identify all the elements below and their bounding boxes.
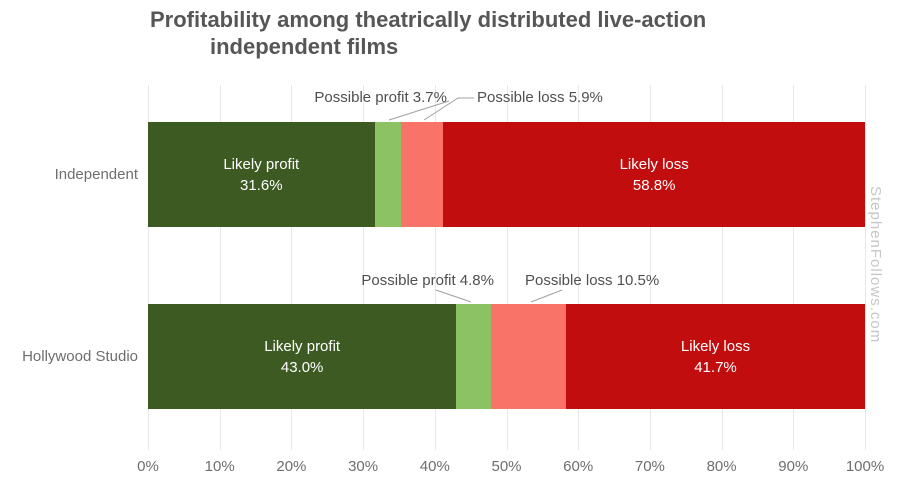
segment-label: Likely loss 41.7% [680, 337, 751, 376]
gridline [721, 85, 723, 450]
x-tick-label: 100% [845, 458, 885, 475]
callout-possible-loss: Possible loss 10.5% [525, 272, 660, 289]
bar-segment-possible-loss [401, 122, 444, 227]
gridline [219, 85, 221, 450]
watermark: StephenFollows.com [867, 186, 884, 344]
x-tick-label: 40% [419, 458, 450, 475]
gridline [793, 85, 795, 450]
bar-segment-likely-profit: Likely profit 31.6% [148, 122, 375, 227]
category-label: Independent [54, 165, 138, 183]
segment-label: Likely profit 31.6% [223, 155, 300, 194]
gridline [649, 85, 651, 450]
chart-title: Profitability among theatrically distrib… [150, 6, 706, 60]
x-tick-label: 60% [563, 458, 594, 475]
x-tick-label: 70% [634, 458, 665, 475]
bar-segment-possible-profit [456, 304, 491, 409]
x-tick-label: 30% [348, 458, 379, 475]
callout-possible-profit: Possible profit 4.8% [361, 272, 494, 289]
segment-label: Likely profit 43.0% [264, 337, 341, 376]
bar-segment-likely-profit: Likely profit 43.0% [148, 304, 457, 409]
x-tick-label: 80% [706, 458, 737, 475]
bar-segment-likely-loss: Likely loss 41.7% [566, 304, 865, 409]
callout-possible-loss: Possible loss 5.9% [477, 89, 603, 106]
bar-segment-possible-profit [374, 122, 402, 227]
callout-possible-profit: Possible profit 3.7% [314, 89, 447, 106]
category-label: Hollywood Studio [22, 347, 138, 365]
x-tick-label: 10% [204, 458, 235, 475]
gridline [363, 85, 365, 450]
gridline [506, 85, 508, 450]
bar-segment-possible-loss [490, 304, 566, 409]
x-tick-label: 20% [276, 458, 307, 475]
chart-title-line2: independent films [210, 34, 399, 59]
bar-segment-likely-loss: Likely loss 58.8% [443, 122, 865, 227]
leader-line [435, 289, 472, 303]
segment-label: Likely loss 58.8% [619, 155, 689, 194]
gridline [148, 85, 149, 450]
x-tick-label: 50% [491, 458, 522, 475]
x-tick-label: 0% [137, 458, 159, 475]
gridline [865, 85, 866, 450]
chart-title-line1: Profitability among theatrically distrib… [150, 7, 707, 32]
gridline [578, 85, 580, 450]
gridline [434, 85, 436, 450]
x-tick-label: 90% [778, 458, 809, 475]
gridline [291, 85, 293, 450]
leader-line [530, 289, 563, 303]
